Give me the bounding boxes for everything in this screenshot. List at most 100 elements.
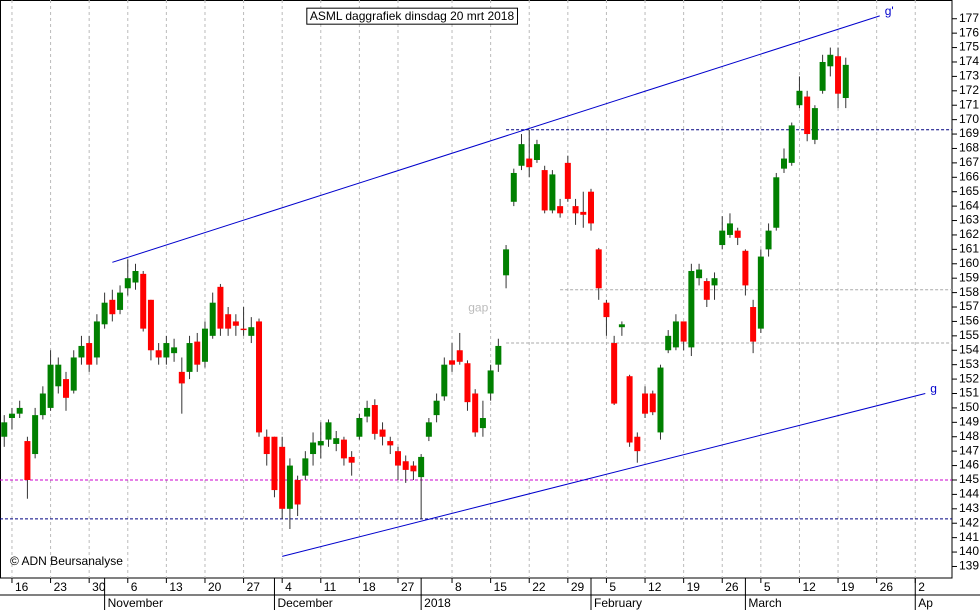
- x-tick-label: 12: [802, 580, 816, 594]
- candle-body: [811, 108, 818, 140]
- x-tick-label: 13: [169, 580, 183, 594]
- x-tick-label: 6: [131, 580, 138, 594]
- candle-body: [433, 400, 440, 416]
- candle-body: [8, 413, 15, 419]
- candle-body: [186, 343, 193, 372]
- candle-body: [564, 162, 571, 199]
- x-tick-label: 4: [285, 580, 292, 594]
- candle-body: [773, 177, 780, 228]
- candle-body: [626, 376, 633, 443]
- candle-body: [842, 64, 849, 99]
- y-tick-label: 151: [959, 386, 979, 400]
- trendline-label: g': [885, 4, 894, 18]
- x-tick-label: 18: [362, 580, 376, 594]
- y-tick-label: 148: [959, 429, 979, 443]
- y-tick-label: 167: [959, 155, 979, 169]
- candle-body: [781, 158, 788, 169]
- month-label: February: [594, 596, 642, 610]
- candle-body: [109, 299, 116, 315]
- candle-body: [503, 249, 510, 276]
- candle-body: [240, 328, 247, 331]
- x-tick-label: 20: [208, 580, 222, 594]
- candle-body: [572, 206, 579, 214]
- y-tick-label: 172: [959, 83, 979, 97]
- y-tick-label: 140: [959, 544, 979, 558]
- x-tick-label: 30: [92, 580, 106, 594]
- candle-body: [618, 324, 625, 328]
- candle-body: [402, 461, 409, 470]
- y-tick-label: 139: [959, 559, 979, 573]
- candle-body: [140, 273, 147, 329]
- y-tick-label: 142: [959, 515, 979, 529]
- y-tick-label: 166: [959, 169, 979, 183]
- month-label: 2018: [424, 596, 451, 610]
- y-tick-label: 153: [959, 357, 979, 371]
- y-tick-label: 155: [959, 328, 979, 342]
- y-tick-label: 162: [959, 227, 979, 241]
- x-tick-label: 5: [609, 580, 616, 594]
- candle-body: [132, 270, 139, 283]
- x-tick-label: 5: [764, 580, 771, 594]
- candle-body: [657, 367, 664, 433]
- candle-body: [310, 442, 317, 455]
- x-tick-label: 29: [571, 580, 585, 594]
- candle-body: [325, 422, 332, 440]
- candle-body: [696, 269, 703, 279]
- chart-title: ASML daggrafiek dinsdag 20 mrt 2018: [310, 9, 515, 23]
- candle-body: [16, 407, 23, 414]
- y-tick-label: 141: [959, 530, 979, 544]
- candle-body: [835, 56, 842, 94]
- candle-body: [750, 307, 757, 342]
- y-tick-label: 175: [959, 40, 979, 54]
- candle-body: [1, 422, 8, 437]
- candle-body: [518, 144, 525, 166]
- candle-body: [333, 438, 340, 444]
- x-tick-label: 27: [401, 580, 415, 594]
- candle-body: [765, 230, 772, 250]
- candle-body: [827, 54, 834, 67]
- candle-body: [147, 299, 154, 351]
- candle-body: [742, 250, 749, 286]
- candle-body: [472, 393, 479, 433]
- y-tick-label: 144: [959, 487, 979, 501]
- candle-body: [580, 211, 587, 215]
- candle-body: [101, 302, 108, 325]
- copyright: © ADN Beursanalyse: [10, 554, 123, 568]
- candle-body: [734, 230, 741, 238]
- y-tick-label: 158: [959, 285, 979, 299]
- candle-body: [63, 379, 70, 398]
- x-tick-label: 8: [455, 580, 462, 594]
- candle-body: [340, 439, 347, 459]
- candle-body: [587, 191, 594, 224]
- candle-body: [719, 230, 726, 246]
- y-tick-label: 145: [959, 472, 979, 486]
- candle-body: [24, 441, 31, 480]
- y-tick-label: 157: [959, 299, 979, 313]
- x-tick-label: 11: [324, 580, 337, 594]
- y-tick-label: 163: [959, 213, 979, 227]
- candle-body: [510, 172, 517, 202]
- x-tick-label: 12: [648, 580, 662, 594]
- trendline: [112, 15, 880, 263]
- candle-body: [796, 90, 803, 106]
- candle-body: [464, 363, 471, 403]
- candle-body: [225, 314, 232, 329]
- y-tick-label: 171: [959, 97, 979, 111]
- candle-body: [611, 343, 618, 404]
- y-tick-label: 169: [959, 126, 979, 140]
- candle-body: [364, 407, 371, 417]
- candle-body: [70, 357, 77, 391]
- candle-body: [78, 345, 85, 358]
- candle-body: [39, 393, 46, 416]
- plot-frame: [0, 0, 953, 579]
- candle-body: [456, 350, 463, 362]
- candle-body: [279, 446, 286, 509]
- y-tick-label: 160: [959, 256, 979, 270]
- candle-body: [595, 249, 602, 289]
- candle-body: [93, 321, 100, 358]
- y-tick-label: 161: [959, 242, 979, 256]
- candle-body: [804, 96, 811, 135]
- candle-body: [541, 170, 548, 211]
- title-box: [306, 7, 518, 25]
- y-tick-label: 156: [959, 314, 979, 328]
